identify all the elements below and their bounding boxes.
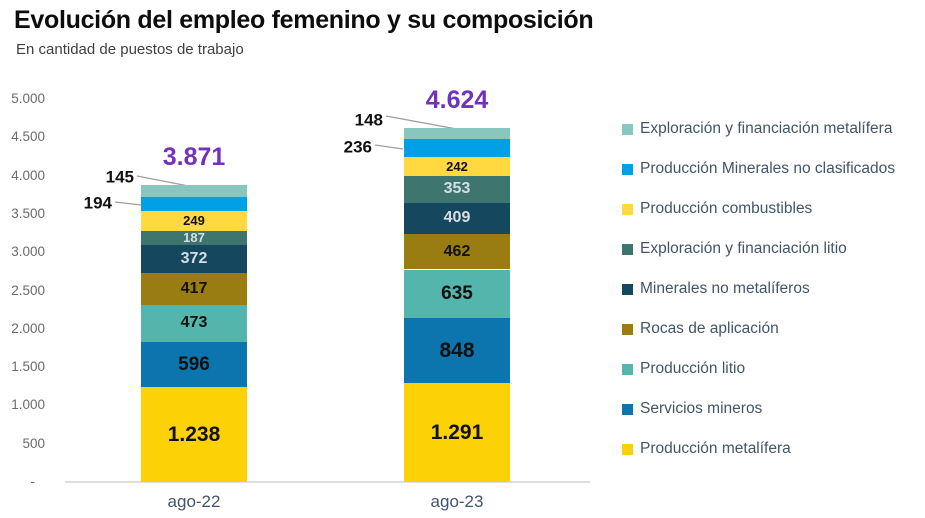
leader-line: [385, 115, 455, 130]
legend-swatch-icon: [622, 123, 633, 135]
legend-item-label: Producción Minerales no clasificados: [640, 160, 896, 177]
bar-segment: 187: [141, 230, 247, 246]
bar-segment: 1.291: [404, 383, 510, 482]
segment-value-label: 1.238: [167, 423, 221, 447]
legend-item: Producción combustibles: [622, 189, 895, 229]
y-axis-tick-label: -: [30, 474, 36, 489]
legend-item: Producción Minerales no clasificados: [622, 149, 895, 189]
chart-title: Evolución del empleo femenino y su compo…: [14, 6, 594, 34]
legend-item-label: Exploración y financiación metalífera: [640, 120, 893, 137]
legend-item: Producción litio: [622, 349, 895, 389]
bar-total-label: 3.871: [162, 143, 226, 172]
legend-item: Servicios mineros: [622, 389, 895, 429]
bar-segment: 353: [404, 175, 510, 203]
x-axis-category-label: ago-23: [430, 492, 484, 511]
bar-segment: 462: [404, 234, 510, 270]
segment-value-label: 848: [439, 339, 475, 363]
legend-item-label: Exploración y financiación litio: [640, 240, 847, 257]
y-axis-tick-label: 2.500: [11, 282, 45, 298]
legend-item-label: Rocas de aplicación: [640, 320, 779, 337]
legend-swatch-icon: [622, 323, 633, 335]
chart-legend: Exploración y financiación metalífera Pro…: [622, 109, 895, 469]
legend-item-label: Producción combustibles: [640, 200, 813, 217]
y-axis-tick-label: 5.000: [11, 91, 45, 106]
segment-value-label-outside: 148: [354, 110, 383, 130]
bar-segment: 1.238: [141, 387, 247, 482]
y-axis-tick-label: 4.000: [11, 167, 45, 183]
y-axis-tick-label: 2.000: [11, 320, 45, 336]
y-axis-tick-label: 4.500: [11, 129, 45, 145]
bar-segment: [141, 196, 247, 212]
y-axis-tick-label: 3.000: [11, 244, 45, 260]
segment-value-label: 409: [443, 209, 471, 227]
segment-value-label: 635: [441, 283, 473, 305]
leader-line: [374, 144, 404, 150]
legend-item-label: Producción litio: [640, 360, 746, 377]
segment-value-label: 242: [446, 158, 468, 174]
bar-segment: 635: [404, 269, 510, 319]
legend-item: Rocas de aplicación: [622, 309, 895, 349]
bar-segment: [404, 127, 510, 140]
bar-segment: 242: [404, 157, 510, 176]
segment-value-label: 249: [183, 213, 205, 229]
legend-swatch-icon: [622, 403, 633, 415]
y-axis-tick-label: 1.000: [11, 397, 45, 413]
y-axis-tick-label: 1.500: [11, 359, 45, 375]
segment-value-label: 1.291: [430, 421, 484, 445]
segment-value-label: 187: [183, 230, 205, 246]
leader-line: [114, 201, 142, 206]
legend-swatch-icon: [622, 443, 633, 455]
bar-segment: 848: [404, 318, 510, 384]
bar-segment: 417: [141, 273, 247, 306]
chart-subtitle: En cantidad de puestos de trabajo: [16, 41, 244, 58]
bar-total-label: 4.624: [425, 85, 489, 114]
segment-value-label-outside: 194: [83, 193, 112, 213]
segment-value-label: 372: [180, 250, 208, 268]
segment-value-label: 353: [443, 180, 471, 198]
y-axis-tick-label: 500: [22, 435, 45, 451]
bar-segment: 249: [141, 211, 247, 231]
bar-segment: 473: [141, 305, 247, 342]
y-axis-tick-label: 3.500: [11, 205, 45, 221]
segment-value-label: 462: [443, 242, 471, 260]
segment-value-label: 473: [180, 314, 208, 332]
bar-segment: 409: [404, 202, 510, 235]
legend-item: Producción metalífera: [622, 429, 895, 469]
segment-value-label-outside: 236: [343, 137, 372, 157]
legend-swatch-icon: [622, 163, 633, 175]
x-axis-line: [65, 481, 590, 483]
bar-segment: [141, 185, 247, 197]
segment-value-label: 596: [178, 353, 210, 375]
legend-swatch-icon: [622, 243, 633, 255]
legend-swatch-icon: [622, 203, 633, 215]
bar-segment: 372: [141, 244, 247, 274]
segment-value-label-outside: 145: [105, 167, 134, 187]
legend-swatch-icon: [622, 283, 633, 295]
bar-segment: [404, 139, 510, 158]
legend-item-label: Servicios mineros: [640, 400, 763, 417]
legend-item: Minerales no metalíferos: [622, 269, 895, 309]
segment-value-label: 417: [180, 280, 208, 298]
legend-item: Exploración y financiación metalífera: [622, 109, 895, 149]
legend-item: Exploración y financiación litio: [622, 229, 895, 269]
legend-item-label: Producción metalífera: [640, 440, 791, 457]
legend-swatch-icon: [622, 363, 633, 375]
legend-item-label: Minerales no metalíferos: [640, 280, 810, 297]
bar-segment: 596: [141, 341, 247, 388]
x-axis-category-label: ago-22: [167, 492, 221, 511]
